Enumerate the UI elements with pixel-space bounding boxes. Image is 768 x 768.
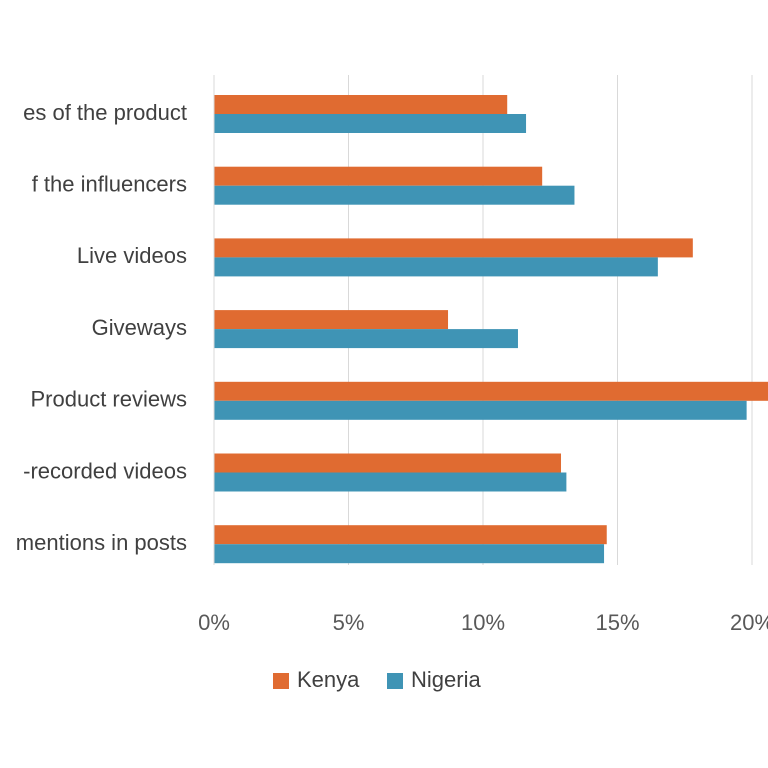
legend-label-nigeria: Nigeria — [411, 667, 481, 692]
category-label: mentions in posts — [16, 530, 187, 555]
category-label: Product reviews — [30, 387, 187, 412]
bar-nigeria — [214, 544, 605, 564]
category-label: es of the product — [23, 100, 187, 125]
bar-nigeria — [214, 400, 747, 420]
legend-swatch-nigeria — [387, 673, 403, 689]
bars — [214, 95, 768, 564]
category-label: Giveways — [92, 315, 187, 340]
tick-labels: 0% 5% 10% 15% 20% — [198, 610, 768, 635]
category-label: Live videos — [77, 243, 187, 268]
category-labels: es of the product f the influencers Live v… — [16, 100, 187, 555]
legend-swatch-kenya — [273, 673, 289, 689]
category-label: f the influencers — [32, 172, 187, 197]
bar-nigeria — [214, 114, 527, 133]
x-tick-label: 15% — [595, 610, 639, 635]
bar-nigeria — [214, 329, 518, 349]
legend-label-kenya: Kenya — [297, 667, 360, 692]
bar-nigeria — [214, 257, 658, 277]
category-label: -recorded videos — [23, 458, 187, 483]
bar-nigeria — [214, 472, 567, 492]
bar-kenya — [214, 166, 543, 186]
bar-nigeria — [214, 185, 575, 205]
x-tick-label: 5% — [333, 610, 365, 635]
x-tick-label: 0% — [198, 610, 230, 635]
legend: Kenya Nigeria — [273, 667, 481, 692]
bar-kenya — [214, 310, 449, 330]
bar-kenya — [214, 525, 607, 545]
bar-kenya — [214, 238, 693, 258]
bar-kenya — [214, 453, 562, 473]
x-tick-label: 10% — [461, 610, 505, 635]
x-tick-label: 20% — [730, 610, 768, 635]
bar-kenya — [214, 95, 508, 114]
bar-kenya — [214, 381, 768, 401]
